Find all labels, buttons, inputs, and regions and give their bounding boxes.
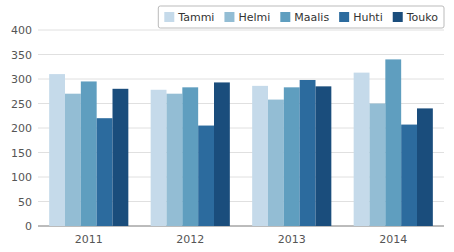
bar xyxy=(182,87,198,226)
bar xyxy=(284,87,300,226)
y-tick-label: 200 xyxy=(11,122,32,135)
legend-label: Helmi xyxy=(238,11,270,24)
bar xyxy=(417,108,433,226)
bar xyxy=(97,118,113,226)
chart-container: 0 50 100 150 200 250 300 350 400 2011 2012 2013 2014… xyxy=(0,0,454,252)
legend-label: Tammi xyxy=(177,11,214,24)
bar xyxy=(198,126,214,226)
chart: 0 50 100 150 200 250 300 350 400 2011 2012 2013 2014… xyxy=(0,0,454,252)
x-tick-label: 2014 xyxy=(379,233,407,246)
bar xyxy=(65,94,81,226)
bar xyxy=(401,125,417,226)
x-tick-label: 2011 xyxy=(75,233,103,246)
bars xyxy=(49,59,433,226)
x-tick-label: 2012 xyxy=(176,233,204,246)
bar xyxy=(214,82,230,226)
legend-label: Maalis xyxy=(294,11,329,24)
legend-swatch xyxy=(339,12,349,22)
legend-swatch xyxy=(393,12,403,22)
x-tick-label: 2013 xyxy=(278,233,306,246)
y-tick-label: 350 xyxy=(11,49,32,62)
grid-line xyxy=(38,54,444,55)
legend-swatch xyxy=(224,12,234,22)
legend: Tammi Helmi Maalis Huhti Touko xyxy=(158,6,444,28)
legend-label: Touko xyxy=(406,11,439,24)
bar xyxy=(49,74,65,226)
bar xyxy=(369,104,385,227)
y-tick-label: 50 xyxy=(18,196,32,209)
grid-line xyxy=(38,79,444,80)
bar xyxy=(268,100,284,226)
legend-swatch xyxy=(280,12,290,22)
y-tick-label: 100 xyxy=(11,171,32,184)
y-tick-label: 300 xyxy=(11,73,32,86)
grid xyxy=(38,30,444,226)
bar xyxy=(113,89,129,226)
legend-frame xyxy=(158,6,444,28)
bar xyxy=(385,59,401,226)
bar xyxy=(300,80,316,226)
y-tick-label: 150 xyxy=(11,147,32,160)
bar xyxy=(316,86,332,226)
legend-swatch xyxy=(164,12,174,22)
bar xyxy=(354,73,370,226)
bar xyxy=(81,81,97,226)
y-tick-label: 250 xyxy=(11,98,32,111)
legend-label: Huhti xyxy=(353,11,383,24)
bar xyxy=(166,94,182,226)
y-tick-label: 400 xyxy=(11,24,32,37)
bar xyxy=(151,90,167,226)
bar xyxy=(252,86,268,226)
y-tick-label: 0 xyxy=(25,220,32,233)
grid-line xyxy=(38,30,444,31)
